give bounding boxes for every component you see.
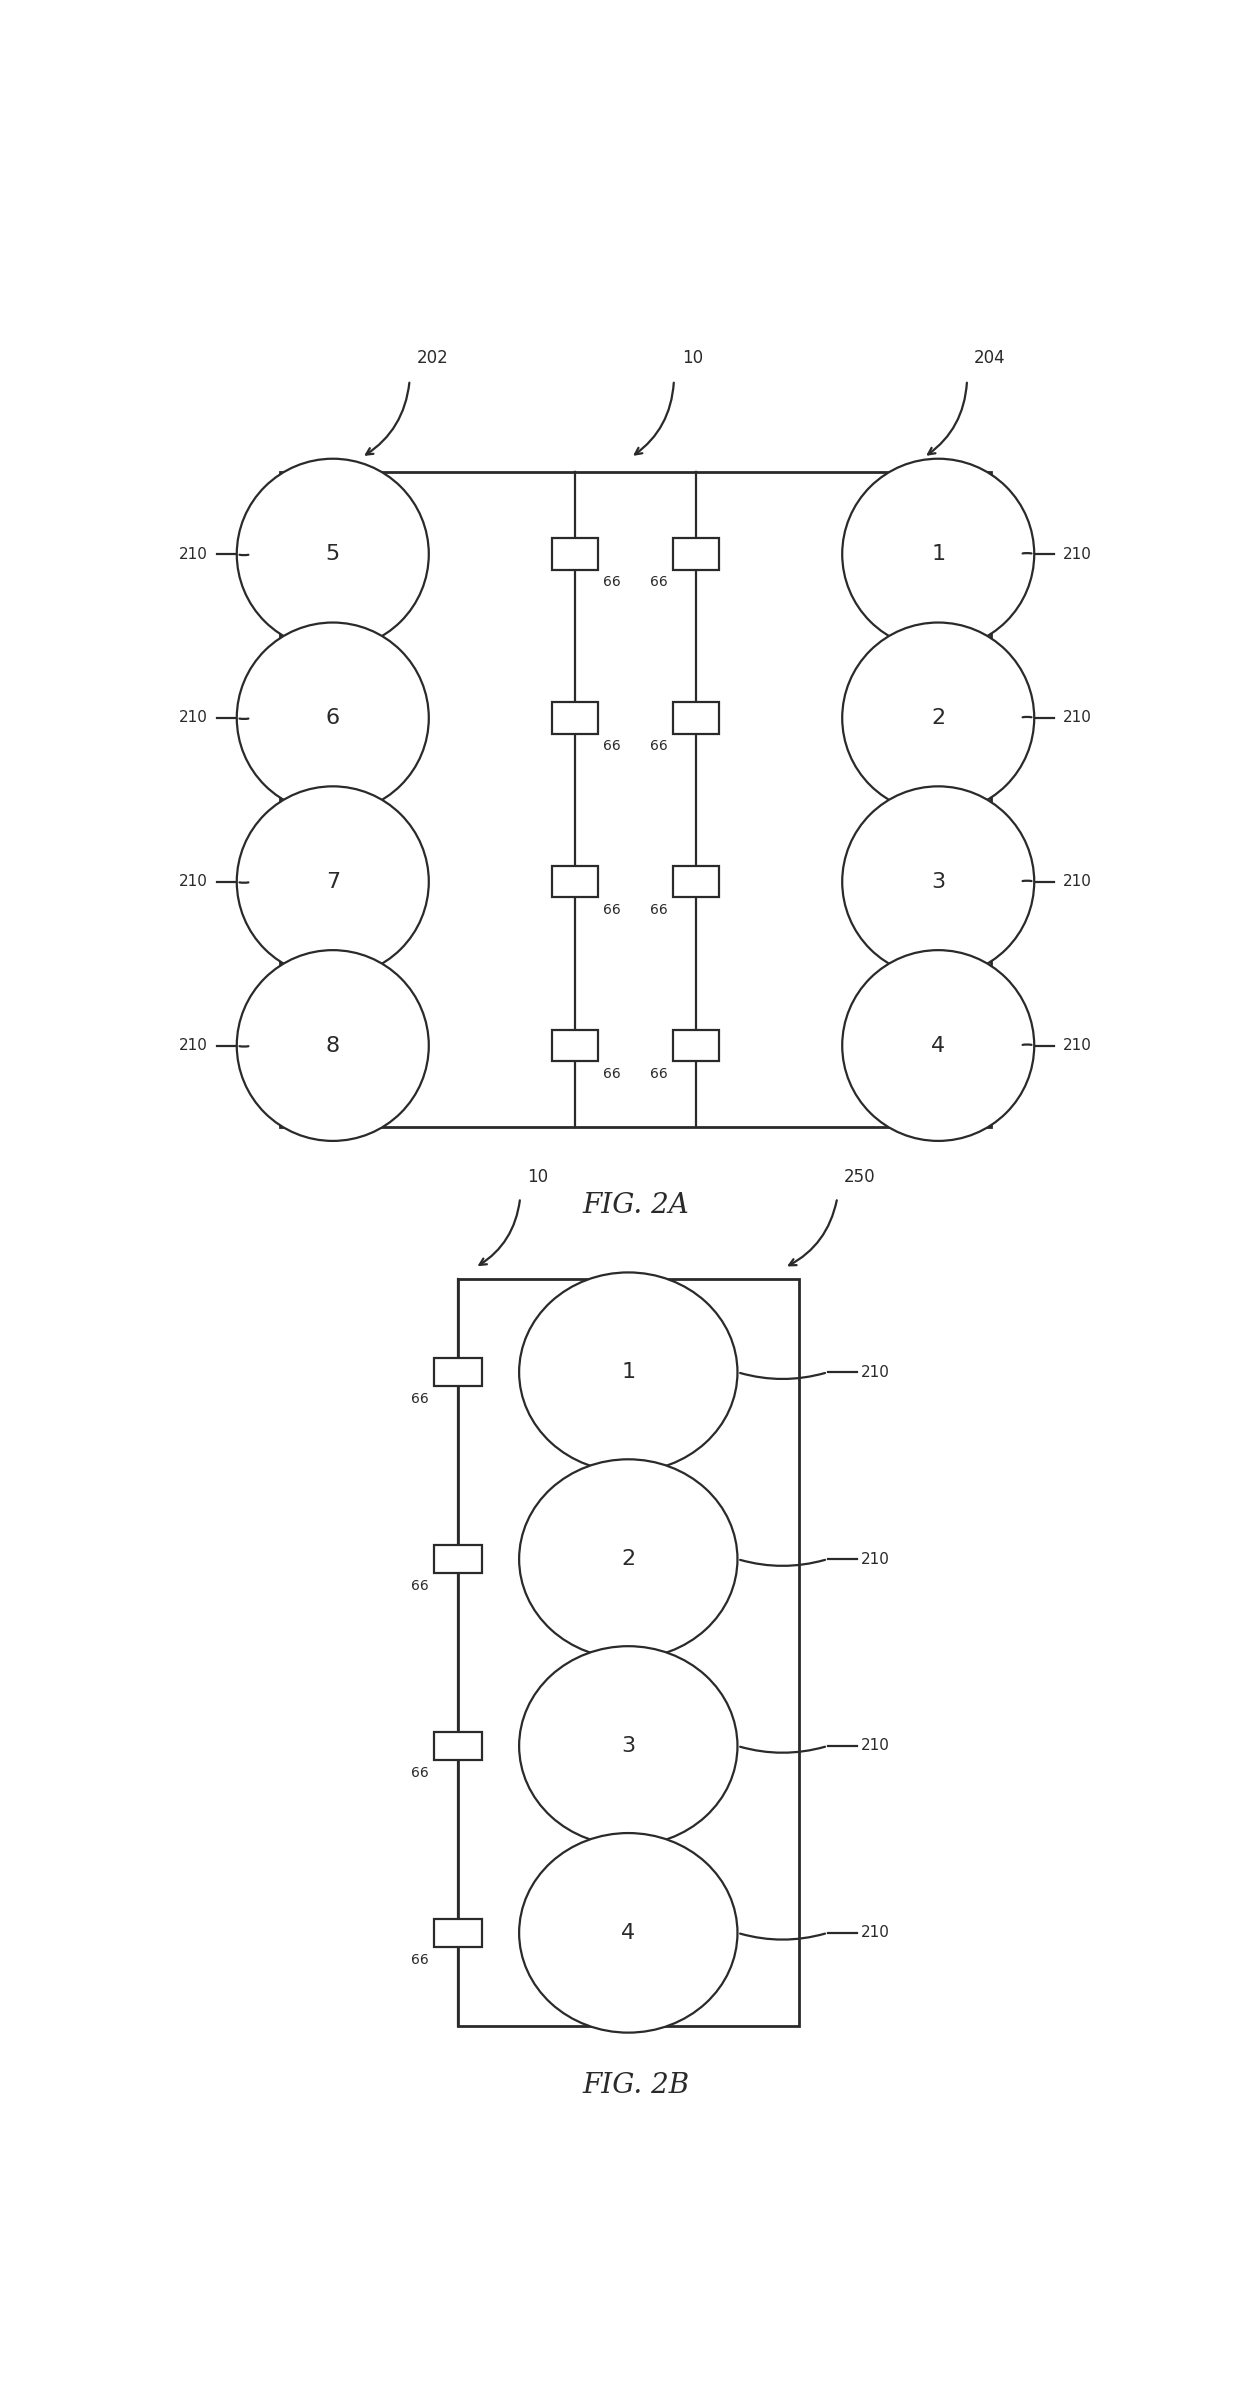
Bar bbox=[458, 1278, 799, 2025]
Bar bbox=[673, 1031, 719, 1062]
Text: 210: 210 bbox=[1063, 875, 1092, 889]
Text: 3: 3 bbox=[931, 873, 945, 892]
Text: 4: 4 bbox=[931, 1036, 945, 1055]
Ellipse shape bbox=[520, 1834, 738, 2033]
Bar bbox=[280, 472, 991, 1127]
Text: 66: 66 bbox=[412, 1393, 429, 1407]
Ellipse shape bbox=[520, 1647, 738, 1846]
Text: 202: 202 bbox=[417, 350, 448, 367]
Text: 7: 7 bbox=[326, 873, 340, 892]
Text: 210: 210 bbox=[179, 710, 208, 726]
Bar bbox=[552, 702, 598, 733]
Text: 210: 210 bbox=[1063, 547, 1092, 561]
Text: 66: 66 bbox=[412, 1954, 429, 1966]
Text: 2: 2 bbox=[621, 1548, 635, 1570]
Text: 8: 8 bbox=[326, 1036, 340, 1055]
Text: FIG. 2A: FIG. 2A bbox=[582, 1191, 689, 1220]
Text: 3: 3 bbox=[621, 1735, 635, 1757]
Text: 66: 66 bbox=[412, 1767, 429, 1779]
Ellipse shape bbox=[842, 786, 1034, 978]
Ellipse shape bbox=[842, 623, 1034, 813]
Text: 66: 66 bbox=[603, 738, 621, 753]
Text: 66: 66 bbox=[650, 1067, 668, 1081]
Bar bbox=[434, 1359, 481, 1385]
Text: 250: 250 bbox=[844, 1167, 875, 1187]
Text: 210: 210 bbox=[1063, 1038, 1092, 1052]
Bar bbox=[434, 1546, 481, 1572]
Text: 66: 66 bbox=[650, 575, 668, 590]
Text: 210: 210 bbox=[179, 1038, 208, 1052]
Ellipse shape bbox=[842, 949, 1034, 1141]
Text: 210: 210 bbox=[862, 1738, 890, 1755]
Text: 66: 66 bbox=[603, 904, 621, 918]
Text: 210: 210 bbox=[862, 1925, 890, 1939]
Ellipse shape bbox=[842, 458, 1034, 650]
Text: 1: 1 bbox=[931, 544, 945, 563]
Ellipse shape bbox=[520, 1460, 738, 1659]
Bar bbox=[552, 539, 598, 570]
Ellipse shape bbox=[237, 949, 429, 1141]
Text: 10: 10 bbox=[682, 350, 703, 367]
Bar bbox=[552, 1031, 598, 1062]
Text: FIG. 2B: FIG. 2B bbox=[582, 2073, 689, 2100]
Text: 210: 210 bbox=[179, 547, 208, 561]
Text: 5: 5 bbox=[326, 544, 340, 563]
Bar bbox=[673, 539, 719, 570]
Ellipse shape bbox=[237, 623, 429, 813]
Text: 66: 66 bbox=[650, 738, 668, 753]
Bar bbox=[434, 1918, 481, 1946]
Text: 210: 210 bbox=[1063, 710, 1092, 726]
Bar bbox=[673, 702, 719, 733]
Text: 66: 66 bbox=[603, 1067, 621, 1081]
Text: 210: 210 bbox=[862, 1364, 890, 1381]
Text: 204: 204 bbox=[973, 350, 1006, 367]
Ellipse shape bbox=[237, 458, 429, 650]
Text: 10: 10 bbox=[527, 1167, 548, 1187]
Text: 66: 66 bbox=[603, 575, 621, 590]
Text: 66: 66 bbox=[412, 1580, 429, 1594]
Text: 210: 210 bbox=[862, 1551, 890, 1568]
Bar bbox=[552, 865, 598, 896]
Bar bbox=[434, 1731, 481, 1759]
Ellipse shape bbox=[520, 1273, 738, 1472]
Text: 6: 6 bbox=[326, 707, 340, 729]
Text: 66: 66 bbox=[650, 904, 668, 918]
Text: 210: 210 bbox=[179, 875, 208, 889]
Text: 4: 4 bbox=[621, 1922, 635, 1944]
Bar bbox=[673, 865, 719, 896]
Ellipse shape bbox=[237, 786, 429, 978]
Text: 2: 2 bbox=[931, 707, 945, 729]
Text: 1: 1 bbox=[621, 1361, 635, 1383]
